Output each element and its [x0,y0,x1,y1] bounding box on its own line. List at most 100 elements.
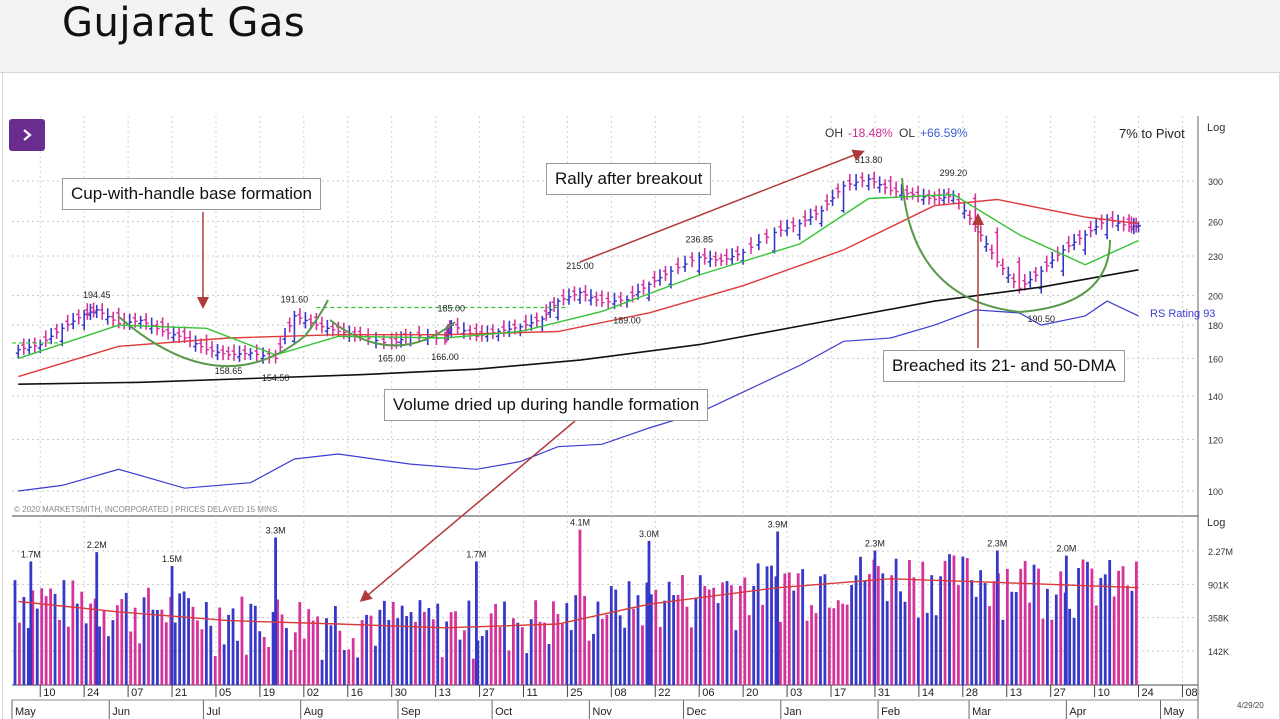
price-level-label: 215.00 [566,261,594,271]
day-tick-label: 17 [834,687,846,699]
volume-bar [721,582,724,685]
volume-bar [779,621,782,685]
ol-value: +66.59% [920,126,968,140]
volume-bar [694,598,698,685]
price-bar [277,337,283,354]
volume-bar [445,621,449,685]
price-bar [1044,255,1050,273]
volume-bar [712,587,716,685]
volume-bar [454,611,457,685]
volume-bar [342,650,346,685]
volume-bar [236,640,239,685]
volume-bar [939,576,942,685]
volume-bar [1099,577,1103,685]
price-bar [577,287,583,305]
volume-bar [890,575,894,685]
volume-bar [245,654,248,685]
volume-bar [440,657,444,685]
volume-bar [873,550,877,685]
volume-peak-label: 3.3M [266,526,286,536]
volume-peak-label: 1.5M [162,554,182,564]
volume-bar [178,593,182,685]
expand-menu-button[interactable] [9,119,45,151]
volume-bar [823,574,827,685]
volume-bar [1064,555,1068,685]
price-bar [888,175,894,196]
volume-bar [988,606,991,685]
month-tick-label: Dec [687,706,707,718]
oh-label: OH [825,126,843,140]
price-bar [967,210,973,226]
volume-bar [534,600,538,685]
price-bar [523,314,529,332]
volume-bar [783,573,787,685]
price-level-label: 154.50 [262,373,290,383]
price-bar [1016,257,1022,294]
price-level-label: 166.00 [431,352,459,362]
price-bar [547,301,553,318]
volume-bar [449,612,453,685]
volume-bar [894,558,898,685]
volume-bar [67,626,70,685]
volume-peak-label: 2.3M [987,539,1007,549]
volume-bar [899,591,902,685]
price-level-label: 191.60 [281,294,309,304]
volume-bar [1126,585,1129,685]
volume-bar [458,639,462,685]
volume-bar [796,573,800,685]
volume-bar [663,600,667,685]
volume-bar [609,585,613,685]
volume-bar [957,585,960,685]
price-bar [1099,214,1105,230]
volume-bar [587,640,591,685]
price-tick-label: 230 [1208,252,1223,262]
price-bar [994,227,1000,268]
price-bar [702,248,708,265]
price-bar [819,205,825,227]
price-bar [247,348,253,360]
volume-bar [529,619,533,685]
price-bar [226,346,232,360]
price-bar [696,252,702,276]
day-tick-label: 25 [570,687,582,699]
price-bar [297,308,303,325]
price-bar [143,313,149,330]
volume-bar [649,594,653,685]
volume-bar [115,605,119,685]
day-tick-label: 08 [1185,687,1197,699]
price-bar [956,192,962,210]
volume-bar [685,606,689,685]
price-bar [490,324,496,340]
volume-bar [316,616,319,685]
volume-bar [173,622,177,685]
price-bar [193,335,199,352]
volume-bar [29,561,33,685]
price-bar [978,225,984,242]
price-bar [784,219,790,236]
volume-bar [1108,559,1112,685]
volume-bar [53,593,57,685]
price-bar [560,288,566,306]
volume-bar [489,613,493,685]
price-bar [1060,244,1066,277]
volume-bar [196,620,199,685]
volume-bar [182,591,186,685]
price-bar [915,185,921,203]
axis-layer: 300 260 230 200 180 160 140 120 100 2.27M 901K 358K… [11,177,1233,719]
volume-bar [792,590,796,685]
volume-bar [647,540,651,685]
volume-bar [827,607,831,685]
volume-bar [819,576,822,685]
price-bar [534,312,540,328]
price-bar [473,323,479,342]
day-tick-label: 10 [43,687,55,699]
volume-bar [156,609,159,685]
volume-bar [1037,568,1040,685]
volume-bar [698,575,702,685]
volume-bar [58,620,61,685]
day-tick-label: 07 [131,687,143,699]
price-bar [847,174,853,191]
price-level-label: 158.65 [215,366,243,376]
volume-bar [427,608,431,685]
price-bar [198,338,204,354]
